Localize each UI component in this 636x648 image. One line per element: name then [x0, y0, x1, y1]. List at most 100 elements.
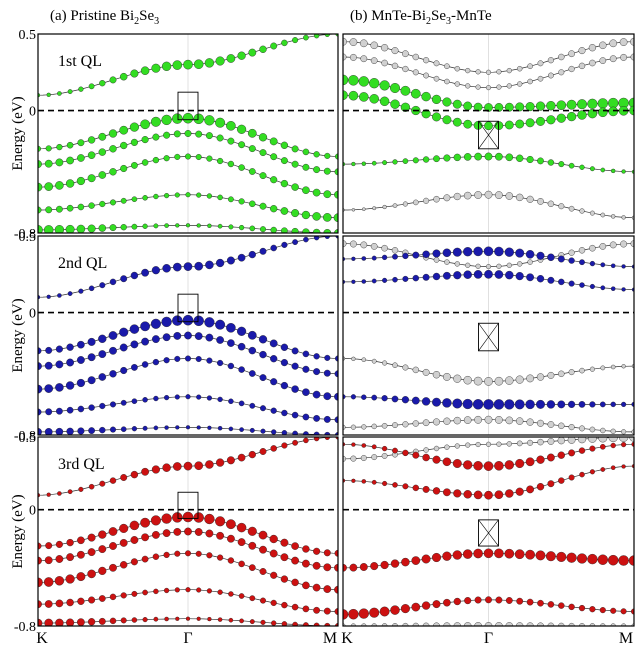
band-point	[547, 159, 555, 166]
band-point	[259, 568, 267, 575]
band-point	[597, 98, 608, 109]
band-point	[119, 561, 128, 569]
band-point	[228, 224, 234, 230]
band-point	[238, 560, 245, 568]
band-point	[412, 53, 420, 61]
band-point	[194, 528, 203, 536]
band-point	[515, 487, 524, 496]
band-point	[433, 257, 440, 263]
y-tick-label: 0	[29, 307, 36, 322]
band-point	[291, 145, 299, 153]
band-point	[204, 513, 215, 525]
band-point	[381, 254, 388, 261]
band-point	[484, 190, 493, 199]
band-point	[280, 207, 289, 215]
band-point	[247, 526, 257, 536]
band-point	[151, 531, 160, 539]
band-point	[360, 55, 368, 63]
band-point	[463, 416, 472, 424]
band-point	[98, 171, 107, 179]
band-point	[206, 357, 213, 364]
band-point	[369, 94, 379, 104]
band-point	[589, 283, 595, 290]
band-point	[525, 457, 535, 467]
band-point	[362, 207, 366, 211]
band-point	[465, 442, 471, 448]
band-point	[556, 113, 566, 123]
band-point	[621, 287, 626, 292]
band-point	[392, 203, 398, 208]
band-point	[462, 549, 473, 559]
band-point	[183, 262, 193, 271]
band-point	[248, 370, 256, 377]
band-point	[291, 385, 299, 393]
band-point	[517, 261, 523, 267]
band-point	[359, 92, 369, 102]
band-point	[351, 356, 356, 361]
band-point	[432, 622, 441, 626]
band-point	[483, 246, 494, 257]
band-point	[505, 270, 514, 280]
band-point	[610, 286, 616, 291]
band-point	[109, 145, 117, 153]
band-point	[130, 470, 139, 479]
band-point	[515, 119, 525, 129]
band-point	[577, 437, 587, 444]
band-point	[402, 275, 409, 282]
band-point	[382, 480, 388, 487]
band-point	[621, 464, 626, 469]
band-point	[130, 138, 138, 146]
band-point	[238, 141, 246, 149]
band-point	[323, 392, 332, 401]
band-point	[525, 549, 535, 560]
band-point	[215, 56, 225, 66]
band-point	[226, 456, 235, 465]
band-point	[182, 314, 194, 326]
band-point	[515, 417, 524, 425]
band-point	[610, 442, 616, 449]
band-point	[173, 331, 182, 340]
band-point	[77, 550, 85, 559]
band-point	[249, 595, 256, 602]
band-point	[291, 347, 299, 355]
band-point	[98, 334, 107, 343]
band-point	[335, 355, 338, 362]
band-point	[87, 533, 96, 542]
band-point	[568, 280, 575, 287]
band-point	[333, 213, 338, 223]
band-point	[109, 199, 116, 206]
band-point	[131, 223, 138, 230]
band-point	[54, 225, 65, 233]
band-point	[402, 201, 408, 207]
band-point	[141, 361, 149, 368]
band-point	[517, 81, 523, 87]
band-point	[302, 228, 310, 233]
band-point	[361, 443, 367, 448]
band-point	[442, 97, 452, 107]
band-point	[589, 166, 595, 172]
band-point	[526, 622, 534, 626]
band-point	[334, 168, 338, 176]
band-point	[271, 429, 277, 435]
band-point	[577, 99, 587, 110]
band-point	[495, 596, 503, 604]
band-point	[182, 112, 194, 124]
y-tick-label: 0	[29, 105, 36, 120]
band-point	[185, 394, 191, 400]
band-point	[370, 562, 379, 571]
band-point	[249, 225, 256, 232]
band-point	[600, 212, 606, 218]
band-point	[391, 395, 399, 403]
band-point	[56, 143, 63, 151]
band-point	[547, 200, 555, 207]
band-point	[119, 125, 129, 135]
band-point	[292, 621, 298, 626]
band-point	[463, 119, 473, 129]
band-point	[589, 426, 596, 433]
band-point	[379, 80, 390, 91]
band-point	[44, 361, 53, 370]
band-point	[412, 484, 420, 492]
band-point	[515, 458, 525, 469]
band-point	[600, 427, 606, 434]
band-point	[537, 438, 544, 446]
